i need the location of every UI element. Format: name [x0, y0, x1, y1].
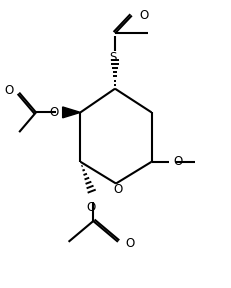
Text: O: O [125, 237, 134, 250]
Text: O: O [4, 84, 13, 97]
Text: O: O [49, 106, 59, 119]
Text: O: O [140, 9, 149, 22]
Polygon shape [63, 107, 80, 118]
Text: S: S [109, 51, 117, 64]
Text: O: O [113, 183, 123, 196]
Text: O: O [173, 155, 182, 168]
Text: O: O [87, 201, 96, 214]
